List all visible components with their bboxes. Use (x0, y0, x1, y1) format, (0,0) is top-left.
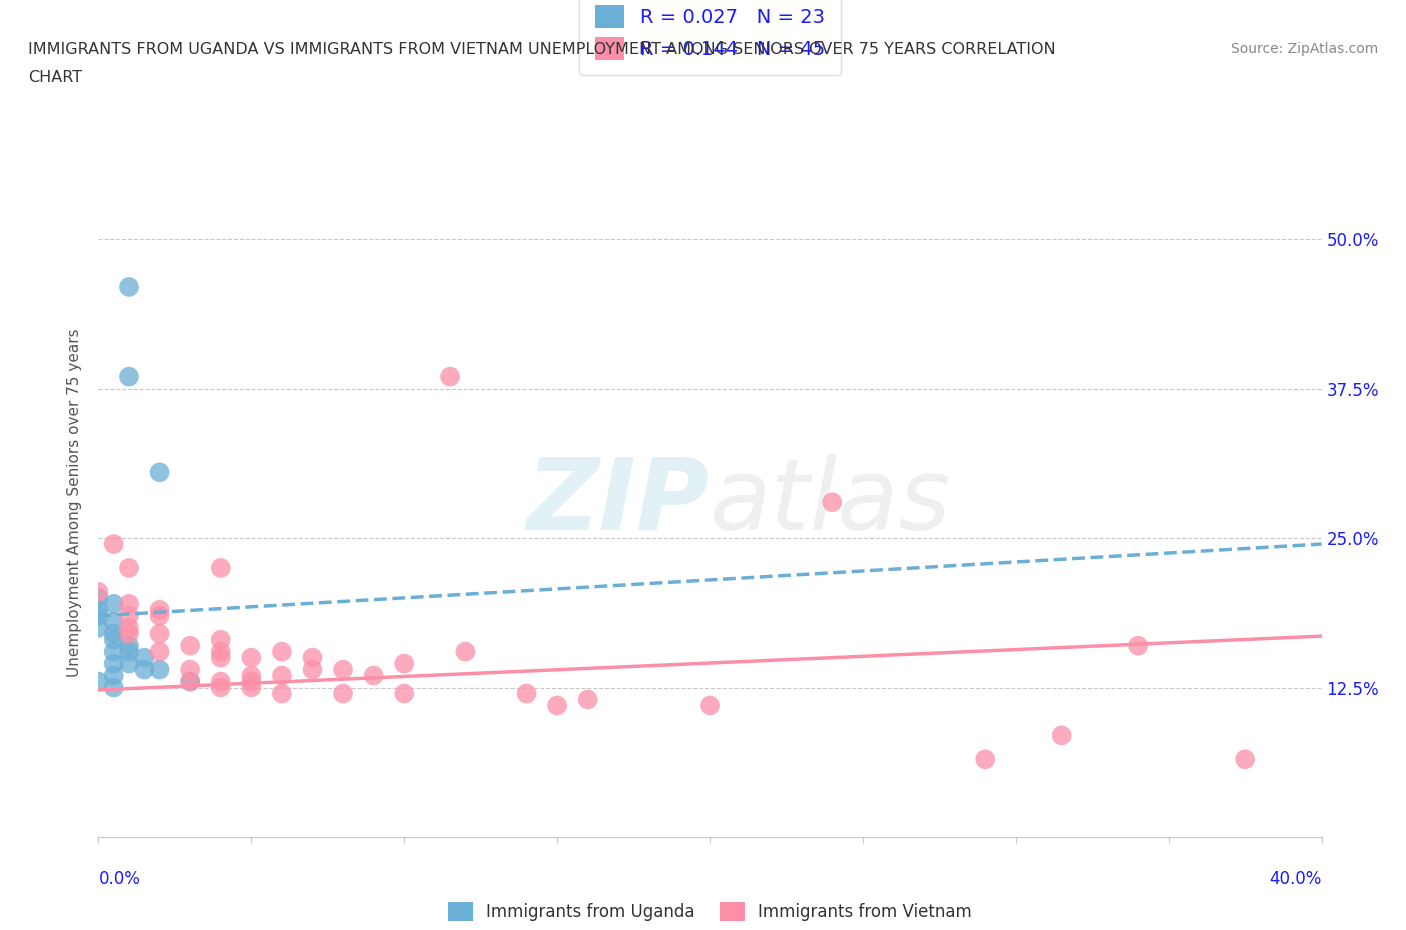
Point (974, 751, 997, 766)
Text: 40.0%: 40.0% (1270, 870, 1322, 887)
Point (103, 644, 125, 659)
Point (118, 596, 141, 611)
Point (821, 495, 844, 510)
Point (118, 280, 141, 295)
Point (149, 644, 172, 659)
Point (270, 644, 292, 659)
Point (392, 686, 416, 701)
Point (87, 584, 110, 599)
Point (134, 662, 156, 677)
Point (179, 674, 201, 689)
Point (118, 644, 141, 659)
Point (1050, 728, 1073, 743)
Point (516, 686, 538, 701)
Point (699, 698, 721, 713)
Point (87, 603, 110, 618)
Point (332, 662, 354, 677)
Point (363, 668, 385, 683)
Text: IMMIGRANTS FROM UGANDA VS IMMIGRANTS FROM VIETNAM UNEMPLOYMENT AMONG SENIORS OVE: IMMIGRANTS FROM UGANDA VS IMMIGRANTS FRO… (28, 42, 1056, 57)
Point (392, 657, 416, 671)
Point (103, 537, 125, 551)
Point (209, 650, 232, 665)
Point (87, 674, 110, 689)
Point (240, 674, 263, 689)
Point (118, 626, 141, 641)
Point (270, 686, 292, 701)
Point (546, 698, 568, 713)
Point (301, 662, 323, 677)
Legend: Immigrants from Uganda, Immigrants from Vietnam: Immigrants from Uganda, Immigrants from … (436, 890, 984, 930)
Point (118, 608, 141, 623)
Point (439, 369, 461, 384)
Text: Source: ZipAtlas.com: Source: ZipAtlas.com (1230, 42, 1378, 56)
Point (240, 680, 263, 695)
Point (103, 657, 125, 671)
Point (103, 596, 125, 611)
Y-axis label: Unemployment Among Seniors over 75 years: Unemployment Among Seniors over 75 years (67, 328, 83, 676)
Point (209, 644, 232, 659)
Point (103, 668, 125, 683)
Point (209, 561, 232, 576)
Point (103, 626, 125, 641)
Point (240, 650, 263, 665)
Point (576, 692, 599, 707)
Point (209, 632, 232, 647)
Point (1128, 638, 1150, 653)
Point (149, 662, 172, 677)
Point (118, 657, 141, 671)
Point (179, 674, 201, 689)
Point (87, 620, 110, 635)
Point (301, 650, 323, 665)
Point (118, 638, 141, 653)
Point (118, 620, 141, 635)
Point (134, 650, 156, 665)
Point (179, 638, 201, 653)
Point (1234, 751, 1257, 766)
Point (209, 674, 232, 689)
Point (149, 626, 172, 641)
Point (454, 644, 477, 659)
Point (103, 680, 125, 695)
Point (240, 668, 263, 683)
Point (118, 369, 141, 384)
Point (179, 662, 201, 677)
Point (332, 686, 354, 701)
Point (103, 615, 125, 630)
Text: atlas: atlas (710, 454, 952, 551)
Text: CHART: CHART (28, 70, 82, 85)
Point (149, 603, 172, 618)
Point (103, 632, 125, 647)
Point (270, 668, 292, 683)
Point (87, 608, 110, 623)
Point (209, 680, 232, 695)
Point (149, 465, 172, 480)
Point (87, 591, 110, 605)
Point (149, 608, 172, 623)
Text: 0.0%: 0.0% (98, 870, 141, 887)
Point (118, 561, 141, 576)
Text: ZIP: ZIP (527, 454, 710, 551)
